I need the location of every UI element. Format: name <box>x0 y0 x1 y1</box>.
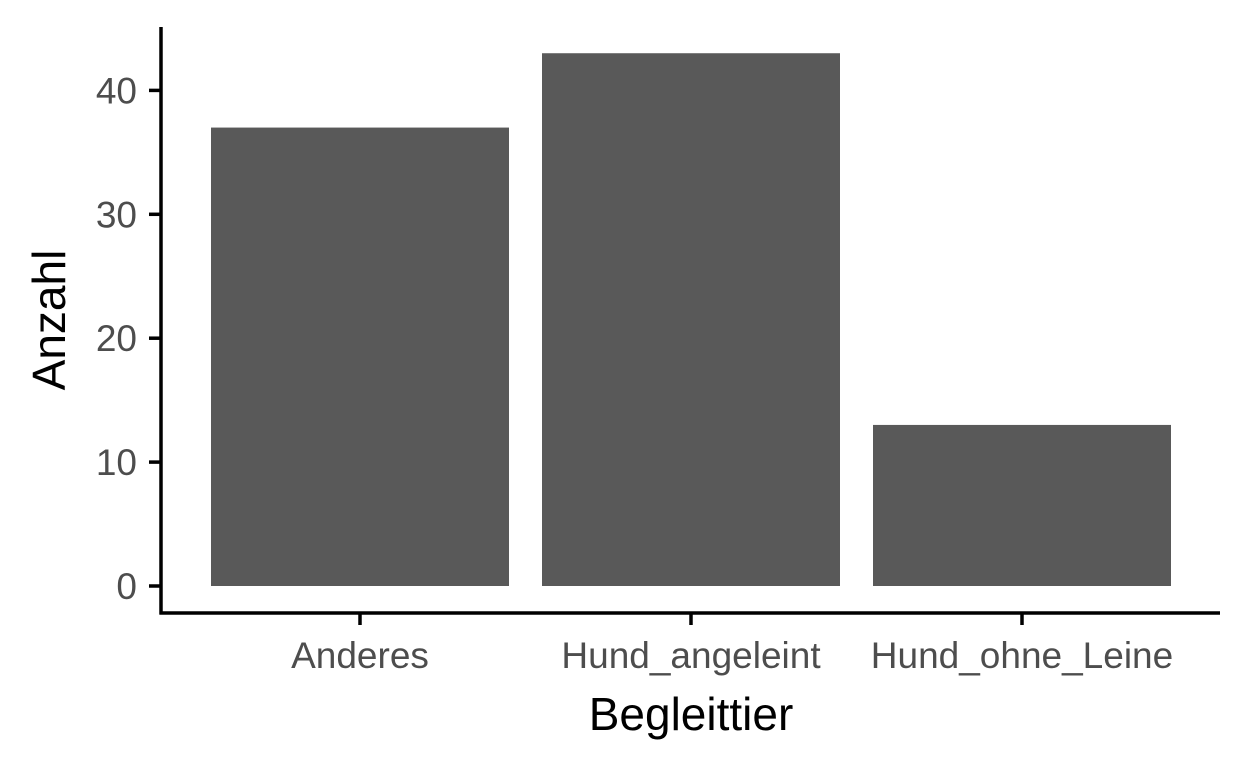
x-axis-title: Begleittier <box>589 688 794 740</box>
x-ticks: Anderes Hund_angeleint Hund_ohne_Leine <box>291 613 1173 676</box>
x-tick-label: Hund_angeleint <box>561 635 821 676</box>
bar-hund-angeleint <box>542 53 840 587</box>
y-axis-title: Anzahl <box>23 250 75 391</box>
y-tick-label: 10 <box>96 442 137 483</box>
bar-anderes <box>211 127 509 586</box>
y-tick-label: 0 <box>116 566 137 607</box>
x-tick-label: Anderes <box>291 635 429 676</box>
y-tick-label: 20 <box>96 318 137 359</box>
y-ticks: 0 10 20 30 40 <box>96 70 161 607</box>
y-tick-label: 40 <box>96 70 137 111</box>
bar-hund-ohne-leine <box>873 424 1171 586</box>
x-tick-label: Hund_ohne_Leine <box>871 635 1173 676</box>
y-tick-label: 30 <box>96 194 137 235</box>
bars-layer <box>211 53 1171 587</box>
